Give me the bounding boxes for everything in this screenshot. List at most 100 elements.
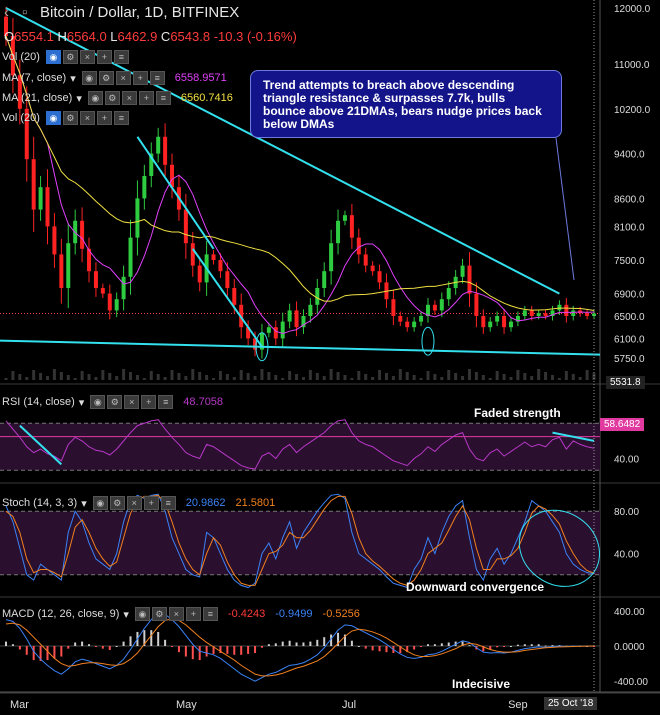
candle-body — [508, 321, 513, 328]
open-value: 6554.1 — [14, 29, 54, 44]
eye-icon[interactable]: ◉ — [134, 607, 150, 621]
candle-body — [197, 265, 202, 283]
volume-bar — [94, 377, 98, 380]
add-icon[interactable]: + — [143, 496, 159, 510]
candle-body — [349, 215, 354, 238]
add-icon[interactable]: + — [132, 71, 148, 85]
volume-bar — [474, 372, 478, 380]
eye-icon[interactable]: ◉ — [81, 71, 97, 85]
close-icon[interactable]: × — [79, 111, 95, 125]
add-icon[interactable]: + — [185, 607, 201, 621]
analysis-note: Trend attempts to breach above descendin… — [250, 70, 562, 138]
indicator-ma7[interactable]: MA (7, close) ▾ ◉ ⚙ × + ≡ 6558.9571 — [2, 71, 227, 85]
macd-histogram-bar — [337, 632, 340, 646]
add-icon[interactable]: + — [138, 91, 154, 105]
indicator-stoch[interactable]: Stoch (14, 3, 3) ▾ ◉ ⚙ × + ≡ 20.9862 21.5801 — [2, 496, 276, 510]
chevron-down-icon[interactable]: ▾ — [123, 608, 129, 621]
macd-annotation: Indecisive — [452, 677, 511, 691]
macd-histogram-bar — [496, 646, 499, 648]
close-icon[interactable]: × — [121, 91, 137, 105]
candle-body — [24, 108, 29, 160]
candle-body — [564, 304, 569, 316]
close-icon[interactable]: × — [126, 496, 142, 510]
eye-icon[interactable]: ◉ — [87, 91, 103, 105]
more-icon[interactable]: ≡ — [149, 71, 165, 85]
chevron-down-icon[interactable]: ▾ — [76, 92, 82, 105]
volume-bar — [364, 374, 368, 380]
macd-histogram-bar — [420, 646, 423, 647]
macd-histogram-bar — [129, 636, 132, 646]
stoch-k-value: 20.9862 — [185, 497, 226, 509]
indicator-rsi[interactable]: RSI (14, close) ▾ ◉ ⚙ × + ≡ 48.7058 — [2, 395, 224, 409]
macd-histogram-bar — [254, 646, 257, 654]
candle-body — [419, 316, 424, 322]
candle-body — [128, 237, 133, 277]
candle-body — [585, 313, 590, 316]
candle-body — [114, 299, 119, 311]
macd-histogram-bar — [46, 646, 49, 661]
volume-bar — [378, 370, 382, 380]
indicator-vol-a[interactable]: Vol (20) ◉ ⚙ × + ≡ — [2, 50, 129, 64]
volume-bar — [440, 377, 444, 380]
more-icon[interactable]: ≡ — [160, 496, 176, 510]
settings-icon[interactable]: ⚙ — [62, 111, 78, 125]
macd-histogram-bar — [503, 646, 506, 647]
settings-icon[interactable]: ⚙ — [107, 395, 123, 409]
candle-body — [121, 276, 126, 300]
volume-bar — [550, 375, 554, 380]
close-icon[interactable]: × — [168, 607, 184, 621]
more-icon[interactable]: ≡ — [113, 111, 129, 125]
eye-icon[interactable]: ◉ — [90, 395, 106, 409]
close-icon[interactable]: × — [115, 71, 131, 85]
candle-body — [474, 293, 479, 316]
settings-icon[interactable]: ⚙ — [109, 496, 125, 510]
candle-body — [107, 293, 112, 311]
rsi-tick-label: 40.00 — [614, 455, 639, 466]
macd-line-value: -0.9499 — [275, 608, 313, 620]
indicator-vol-b[interactable]: Vol (20) ◉ ⚙ × + ≡ — [2, 111, 129, 125]
candle-body — [31, 159, 36, 210]
price-tick-label: 6900.0 — [614, 290, 645, 301]
settings-icon[interactable]: ⚙ — [98, 71, 114, 85]
close-icon[interactable]: × — [124, 395, 140, 409]
candle-body — [163, 136, 168, 165]
chevron-down-icon[interactable]: ▾ — [70, 72, 76, 85]
eye-icon[interactable]: ◉ — [45, 50, 61, 64]
stoch-d-value: 21.5801 — [235, 497, 276, 509]
candle-body — [342, 215, 347, 221]
add-icon[interactable]: + — [141, 395, 157, 409]
macd-histogram-bar — [184, 646, 187, 657]
settings-icon[interactable]: ⚙ — [104, 91, 120, 105]
more-icon[interactable]: ≡ — [113, 50, 129, 64]
volume-bar — [509, 377, 513, 380]
more-icon[interactable]: ≡ — [158, 395, 174, 409]
candles-icon[interactable]: ▫ — [22, 4, 28, 21]
volume-bar — [343, 375, 347, 380]
more-icon[interactable]: ≡ — [202, 607, 218, 621]
macd-histogram-bar — [101, 646, 104, 649]
chevron-down-icon[interactable]: ▾ — [78, 396, 85, 409]
macd-histogram-bar — [171, 646, 174, 647]
candle-body — [543, 313, 548, 316]
add-icon[interactable]: + — [96, 111, 112, 125]
volume-bar — [488, 378, 492, 380]
eye-icon[interactable]: ◉ — [92, 496, 108, 510]
settings-icon[interactable]: ⚙ — [151, 607, 167, 621]
collapse-icon[interactable]: ‹ — [4, 4, 9, 21]
add-icon[interactable]: + — [96, 50, 112, 64]
candle-body — [425, 304, 430, 316]
eye-icon[interactable]: ◉ — [45, 111, 61, 125]
stoch-annotation: Downward convergence — [406, 580, 545, 594]
volume-bar — [329, 369, 333, 380]
indicator-macd[interactable]: MACD (12, 26, close, 9) ▾ ◉ ⚙ × + ≡ -0.4243 -… — [2, 607, 360, 621]
more-icon[interactable]: ≡ — [155, 91, 171, 105]
chevron-down-icon[interactable]: ▾ — [81, 497, 87, 510]
settings-icon[interactable]: ⚙ — [62, 50, 78, 64]
price-tick-label: 11000.0 — [614, 60, 650, 71]
candle-body — [391, 299, 396, 316]
indicator-ma21[interactable]: MA (21, close) ▾ ◉ ⚙ × + ≡ 6560.7416 — [2, 91, 233, 105]
rsi-current-tag: 58.6482 — [600, 418, 645, 431]
volume-bar — [66, 375, 70, 380]
close-icon[interactable]: × — [79, 50, 95, 64]
macd-histogram-bar — [378, 646, 381, 652]
